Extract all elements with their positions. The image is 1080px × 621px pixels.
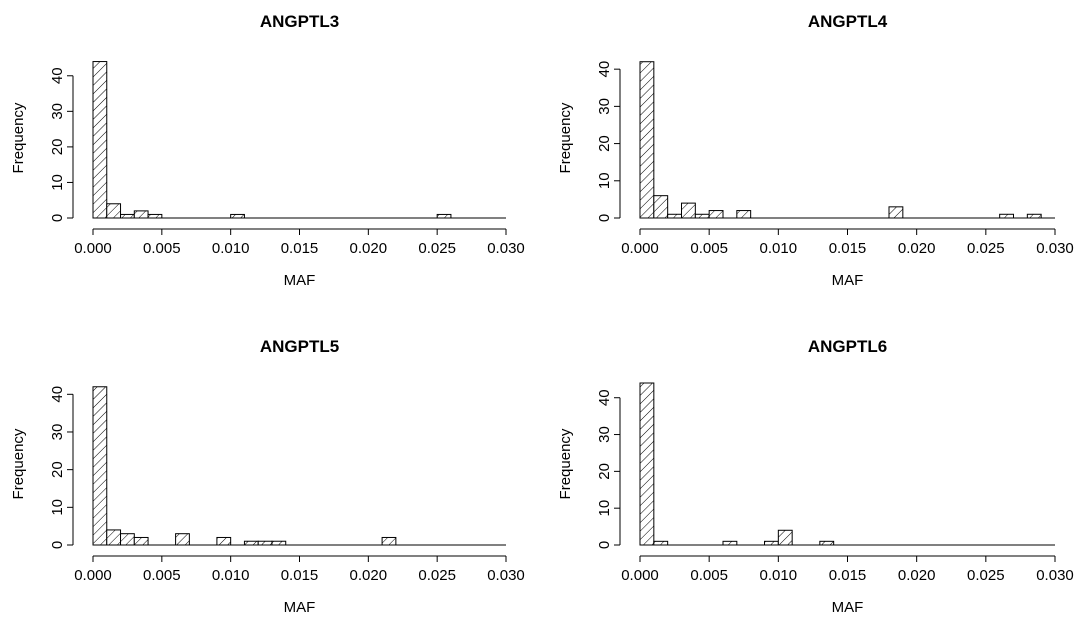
y-tick-label: 20 — [596, 463, 613, 480]
histogram-bar — [694, 213, 710, 219]
x-axis-label: MAF — [832, 599, 864, 616]
x-tick-label: 0.030 — [487, 240, 525, 257]
histogram-bar — [92, 386, 108, 546]
x-tick-label: 0.000 — [74, 567, 112, 584]
histogram-panel: ANGPTL4 0.000 0.005 0.010 0.015 0.020 0.025 0.0… — [557, 12, 1074, 289]
y-tick-label: 10 — [596, 500, 613, 517]
x-tick-label: 0.030 — [1036, 240, 1074, 257]
chart-title: ANGPTL3 — [260, 12, 339, 31]
histogram-bar — [819, 540, 835, 546]
y-tick-label: 0 — [49, 214, 66, 222]
histogram-bar — [381, 536, 397, 546]
x-tick-label: 0.025 — [418, 567, 456, 584]
histogram-panel: ANGPTL5 0.000 0.005 0.010 0.015 0.020 0.025 0.0… — [10, 337, 525, 616]
x-tick-label: 0.020 — [898, 567, 936, 584]
x-tick-label: 0.010 — [760, 567, 798, 584]
x-tick-label: 0.015 — [281, 567, 319, 584]
histogram-bar — [1026, 213, 1042, 219]
y-tick-label: 10 — [49, 499, 66, 516]
x-axis-label: MAF — [284, 599, 316, 616]
x-tick-label: 0.010 — [760, 240, 798, 257]
histogram-bar — [764, 540, 779, 546]
x-tick-label: 0.025 — [967, 567, 1005, 584]
y-tick-label: 40 — [49, 386, 66, 403]
y-tick-label: 40 — [596, 61, 613, 78]
histogram-panel: ANGPTL6 0.000 0.005 0.010 0.015 0.020 0.025 0.0… — [557, 337, 1074, 616]
histogram-bar — [92, 61, 108, 219]
histogram-bar — [106, 203, 122, 219]
x-tick-label: 0.015 — [281, 240, 319, 257]
y-tick-label: 20 — [596, 135, 613, 152]
histogram-bar — [133, 536, 149, 546]
x-tick-label: 0.030 — [487, 567, 525, 584]
x-tick-label: 0.005 — [143, 567, 181, 584]
histogram-bar — [106, 529, 122, 546]
histogram-bar — [667, 213, 683, 219]
y-tick-label: 20 — [49, 139, 66, 156]
y-axis-label: Frequency — [10, 102, 27, 173]
histogram-bar — [175, 533, 190, 546]
x-axis-label: MAF — [832, 272, 864, 289]
histogram-bar — [722, 540, 738, 546]
histogram-bar — [653, 195, 669, 219]
histogram-bar — [999, 213, 1015, 219]
x-tick-label: 0.030 — [1036, 567, 1074, 584]
y-tick-label: 0 — [49, 541, 66, 549]
x-tick-label: 0.000 — [621, 567, 659, 584]
histogram-bar — [639, 382, 655, 546]
histogram-bar — [147, 213, 163, 219]
x-tick-label: 0.005 — [690, 567, 728, 584]
y-axis-label: Frequency — [557, 102, 574, 173]
histogram-bar — [736, 210, 752, 219]
histogram-bar — [120, 213, 135, 219]
histogram-bar — [653, 540, 669, 546]
y-axis-label: Frequency — [10, 428, 27, 499]
y-tick-label: 30 — [596, 426, 613, 443]
x-tick-label: 0.005 — [143, 240, 181, 257]
histogram-bar — [639, 61, 655, 219]
histogram-bar — [708, 210, 724, 219]
chart-title: ANGPTL4 — [808, 12, 888, 31]
histogram-bar — [133, 210, 149, 219]
chart-title: ANGPTL6 — [808, 337, 887, 356]
x-tick-label: 0.025 — [418, 240, 456, 257]
histogram-bar — [681, 202, 696, 219]
x-tick-label: 0.005 — [690, 240, 728, 257]
x-axis-label: MAF — [284, 272, 316, 289]
histogram-bar — [120, 533, 135, 546]
y-tick-label: 10 — [596, 172, 613, 189]
x-tick-label: 0.020 — [350, 567, 388, 584]
y-tick-label: 0 — [596, 214, 613, 222]
y-tick-label: 40 — [596, 389, 613, 406]
y-tick-label: 30 — [596, 98, 613, 115]
y-tick-label: 40 — [49, 67, 66, 84]
histogram-bar — [436, 213, 452, 219]
chart-title: ANGPTL5 — [260, 337, 339, 356]
histogram-bar — [230, 213, 245, 219]
y-tick-label: 20 — [49, 461, 66, 478]
histogram-bar — [271, 540, 287, 546]
histogram-bar — [243, 540, 259, 546]
x-tick-label: 0.020 — [350, 240, 388, 257]
histogram-panel: ANGPTL3 0.000 0.005 0.010 0.015 0.020 0.025 0.0… — [10, 12, 525, 289]
panels-container: ANGPTL3 0.000 0.005 0.010 0.015 0.020 0.025 0.0… — [10, 12, 1074, 616]
histogram-bar — [888, 206, 904, 219]
y-tick-label: 30 — [49, 424, 66, 441]
y-tick-label: 0 — [596, 541, 613, 549]
x-tick-label: 0.015 — [829, 567, 867, 584]
x-tick-label: 0.000 — [74, 240, 112, 257]
x-tick-label: 0.010 — [212, 567, 250, 584]
x-tick-label: 0.020 — [898, 240, 936, 257]
histogram-bar — [216, 536, 232, 546]
x-tick-label: 0.010 — [212, 240, 250, 257]
histogram-bar — [777, 529, 793, 546]
y-axis-label: Frequency — [557, 428, 574, 499]
y-tick-label: 10 — [49, 174, 66, 191]
y-tick-label: 30 — [49, 103, 66, 120]
histogram-bar — [257, 540, 273, 546]
x-tick-label: 0.000 — [621, 240, 659, 257]
x-tick-label: 0.025 — [967, 240, 1005, 257]
x-tick-label: 0.015 — [829, 240, 867, 257]
